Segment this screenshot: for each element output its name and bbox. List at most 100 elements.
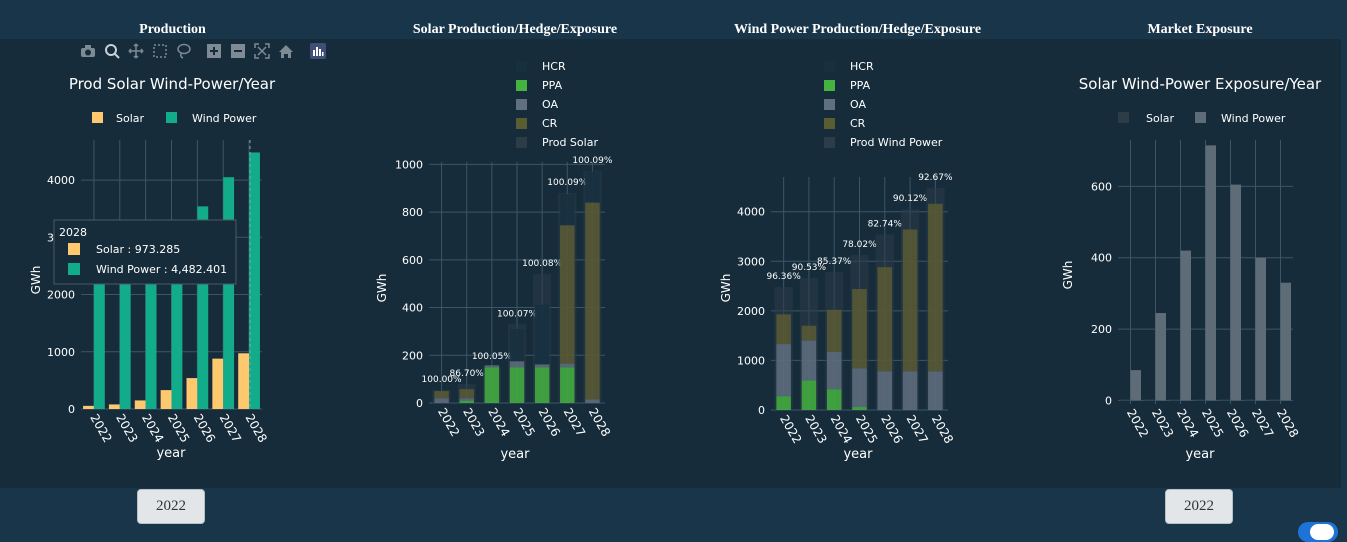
legend-item[interactable]: Prod Solar xyxy=(542,136,598,149)
bar-solar[interactable] xyxy=(134,400,146,409)
pan-icon[interactable] xyxy=(127,42,145,60)
bar-wind-power[interactable] xyxy=(197,206,209,409)
legend-swatch[interactable] xyxy=(516,80,527,91)
scrollbar[interactable] xyxy=(1341,0,1347,488)
bar-cr[interactable] xyxy=(928,203,943,372)
legend-swatch[interactable] xyxy=(824,118,835,129)
chart1-legend-swatch-solar[interactable] xyxy=(92,112,103,123)
bar-cr[interactable] xyxy=(852,289,867,369)
bar-oa[interactable] xyxy=(459,398,474,401)
legend-swatch[interactable] xyxy=(824,99,835,110)
bar-oa[interactable] xyxy=(434,398,449,403)
bar-ppa[interactable] xyxy=(776,396,791,410)
bar-solar[interactable] xyxy=(1270,399,1281,401)
legend-swatch[interactable] xyxy=(516,61,527,72)
bar-wind-power[interactable] xyxy=(145,249,157,409)
home-icon[interactable] xyxy=(277,42,295,60)
chart4-legend-swatch-solar[interactable] xyxy=(1118,112,1129,123)
bar-solar[interactable] xyxy=(1145,399,1156,401)
bar-wind-power[interactable] xyxy=(1130,370,1142,401)
chart1-legend-solar[interactable]: Solar xyxy=(116,112,145,125)
chart4-legend-solar[interactable]: Solar xyxy=(1146,112,1175,125)
chart1-legend-swatch-wind[interactable] xyxy=(166,112,177,123)
bar-oa[interactable] xyxy=(852,368,867,408)
legend-swatch[interactable] xyxy=(824,61,835,72)
legend-swatch[interactable] xyxy=(824,80,835,91)
bar-wind-power[interactable] xyxy=(119,256,131,409)
bar-wind-power[interactable] xyxy=(171,229,183,409)
bar-oa[interactable] xyxy=(877,371,893,410)
year-button-right[interactable]: 2022 xyxy=(1165,489,1233,524)
bar-oa[interactable] xyxy=(560,363,575,368)
bar-ppa[interactable] xyxy=(459,400,474,403)
bar-wind-power[interactable] xyxy=(1230,184,1242,401)
zoom-icon[interactable] xyxy=(103,42,121,60)
bar-cr[interactable] xyxy=(826,309,842,352)
camera-icon[interactable] xyxy=(79,42,97,60)
bar-oa[interactable] xyxy=(484,365,500,368)
bar-cr[interactable] xyxy=(560,225,575,364)
bar-wind-power[interactable] xyxy=(1280,282,1292,401)
bar-ppa[interactable] xyxy=(560,367,575,403)
bar-ppa[interactable] xyxy=(852,407,867,410)
bar-oa[interactable] xyxy=(801,340,817,381)
chart-wind[interactable]: HCR PPA OA CR Prod Wind Power 96.36%90.53%85… xyxy=(680,60,1010,480)
bar-cr[interactable] xyxy=(902,229,918,372)
legend-item[interactable]: OA xyxy=(542,98,558,111)
bar-solar[interactable] xyxy=(1170,399,1181,401)
bar-oa[interactable] xyxy=(585,399,600,403)
chart1-legend-wind[interactable]: Wind Power xyxy=(192,112,257,125)
chart-production[interactable]: Prod Solar Wind-Power/Year Solar Wind Po… xyxy=(0,60,330,480)
bar-solar[interactable] xyxy=(108,404,120,409)
bar-cr[interactable] xyxy=(585,202,600,400)
bar-solar[interactable] xyxy=(212,358,224,409)
bar-ppa[interactable] xyxy=(801,380,817,410)
bar-wind-power[interactable] xyxy=(1255,257,1267,401)
legend-item[interactable]: Prod Wind Power xyxy=(850,136,943,149)
legend-item[interactable]: OA xyxy=(850,98,866,111)
bar-ppa[interactable] xyxy=(484,367,500,403)
zoom-out-icon[interactable] xyxy=(229,42,247,60)
bar-oa[interactable] xyxy=(826,351,842,390)
bar-cr[interactable] xyxy=(459,389,474,399)
bar-wind-power[interactable] xyxy=(223,177,235,409)
bar-cr[interactable] xyxy=(801,325,817,341)
chart4-legend-wind[interactable]: Wind Power xyxy=(1221,112,1286,125)
toggle-knob[interactable] xyxy=(1310,524,1334,540)
legend-swatch[interactable] xyxy=(516,99,527,110)
legend-item[interactable]: HCR xyxy=(850,60,874,73)
legend-swatch[interactable] xyxy=(516,118,527,129)
legend-item[interactable]: CR xyxy=(542,117,558,130)
chart4-legend-swatch-wind[interactable] xyxy=(1195,112,1206,123)
bar-cr[interactable] xyxy=(434,391,449,399)
legend-item[interactable]: PPA xyxy=(850,79,871,92)
bar-solar[interactable] xyxy=(238,353,250,409)
chart-solar[interactable]: HCR PPA OA CR Prod Solar 100.00%86.70% 100.05… xyxy=(340,60,670,480)
bar-ppa[interactable] xyxy=(534,367,550,403)
plotly-logo-icon[interactable] xyxy=(309,42,327,60)
bar-solar[interactable] xyxy=(1195,399,1206,401)
lasso-icon[interactable] xyxy=(175,42,193,60)
bar-hcr[interactable] xyxy=(534,304,550,365)
zoom-in-icon[interactable] xyxy=(205,42,223,60)
bar-cr[interactable] xyxy=(776,314,791,345)
bar-oa[interactable] xyxy=(534,364,550,368)
bar-ppa[interactable] xyxy=(509,367,525,403)
legend-swatch[interactable] xyxy=(516,137,527,148)
bar-cr[interactable] xyxy=(877,267,893,372)
bar-wind-power[interactable] xyxy=(1205,145,1217,401)
bar-solar[interactable] xyxy=(1220,399,1231,401)
box-select-icon[interactable] xyxy=(151,42,169,60)
bar-oa[interactable] xyxy=(902,371,918,410)
bar-wind-power[interactable] xyxy=(249,152,260,409)
bar-ppa[interactable] xyxy=(826,389,842,410)
bar-solar[interactable] xyxy=(1245,399,1256,401)
legend-swatch[interactable] xyxy=(824,137,835,148)
bar-wind-power[interactable] xyxy=(1180,250,1192,401)
bar-hcr[interactable] xyxy=(509,329,525,362)
bar-hcr[interactable] xyxy=(585,171,600,203)
autoscale-icon[interactable] xyxy=(253,42,271,60)
legend-item[interactable]: PPA xyxy=(542,79,563,92)
bar-wind-power[interactable] xyxy=(1155,313,1167,401)
bar-oa[interactable] xyxy=(928,371,943,410)
